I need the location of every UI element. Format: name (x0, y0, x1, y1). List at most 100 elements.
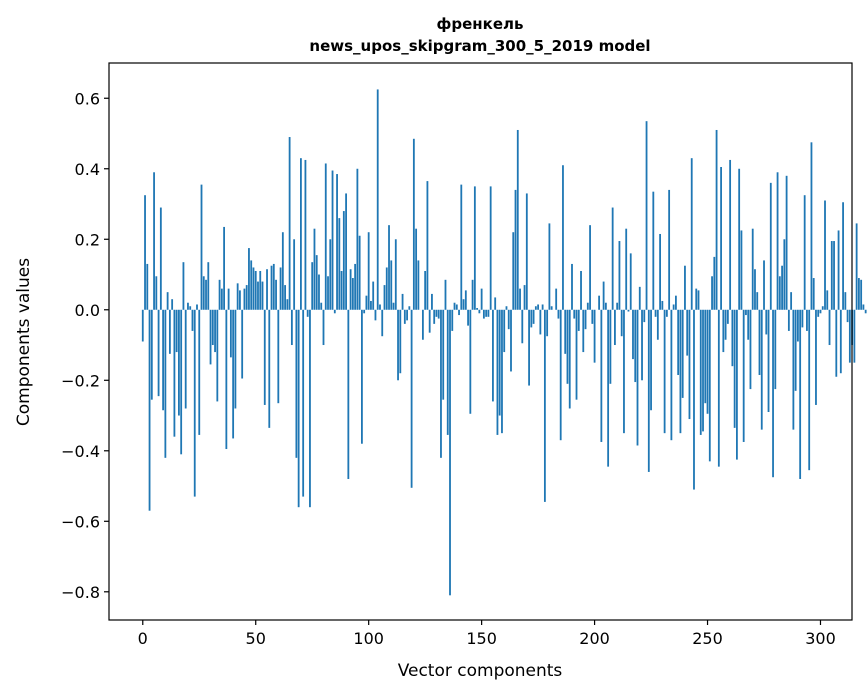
bar-160 (503, 309, 506, 353)
bar-10 (164, 309, 167, 458)
bar-247 (699, 309, 702, 435)
bar-101 (370, 300, 372, 310)
bar-132 (440, 309, 442, 458)
x-tick-label: 150 (466, 629, 497, 648)
bar-154 (489, 186, 492, 310)
bar-39 (229, 309, 232, 358)
bar-288 (792, 309, 795, 430)
bar-2 (146, 263, 149, 310)
bar-131 (437, 309, 440, 319)
bar-28 (205, 279, 207, 310)
bar-86 (336, 174, 338, 310)
bar-204 (602, 281, 605, 310)
bar-47 (248, 248, 250, 310)
bar-63 (284, 285, 286, 310)
x-axis-ticks: 0 50 100 150 200 250 300 (138, 620, 836, 648)
bar-12 (168, 309, 171, 354)
bar-16 (178, 309, 180, 416)
bar-115 (401, 293, 404, 310)
y-tick-label: −0.8 (61, 583, 100, 602)
bar-6 (155, 276, 158, 310)
bar-239 (681, 309, 684, 398)
x-tick-label: 250 (692, 629, 723, 648)
bar-212 (620, 309, 623, 337)
bar-107 (383, 285, 386, 310)
bar-300 (819, 309, 822, 314)
bar-277 (767, 309, 770, 412)
bar-99 (365, 295, 368, 310)
bar-304 (828, 309, 831, 346)
bar-76 (313, 228, 316, 310)
bar-273 (758, 309, 761, 375)
bar-13 (171, 299, 174, 310)
bar-210 (616, 302, 619, 310)
y-tick-label: 0.6 (75, 89, 100, 108)
bar-289 (794, 309, 797, 391)
bar-1 (144, 195, 146, 310)
bar-185 (559, 309, 562, 441)
bar-17 (180, 309, 183, 455)
chart-subtitle: news_upos_skipgram_300_5_2019 model (309, 37, 650, 55)
bar-297 (812, 278, 815, 310)
bar-53 (261, 281, 264, 310)
bar-255 (717, 309, 720, 467)
bar-259 (726, 309, 729, 324)
bar-249 (704, 309, 707, 404)
bar-180 (548, 223, 551, 310)
bar-253 (713, 256, 716, 310)
bar-275 (763, 260, 765, 310)
bar-82 (327, 276, 329, 310)
bar-183 (555, 288, 558, 310)
bar-155 (492, 309, 494, 402)
bar-67 (293, 239, 296, 310)
bar-178 (543, 309, 546, 502)
bar-302 (824, 200, 826, 310)
bar-291 (799, 309, 802, 479)
bar-14 (173, 309, 176, 437)
bar-92 (349, 269, 352, 310)
bar-138 (453, 302, 456, 310)
bar-194 (580, 270, 582, 310)
bar-32 (214, 309, 216, 353)
bar-224 (647, 309, 650, 472)
x-tick-label: 300 (805, 629, 836, 648)
bar-69 (297, 309, 300, 508)
bar-218 (634, 309, 637, 383)
bar-98 (363, 309, 366, 314)
bar-97 (361, 309, 363, 444)
bar-62 (281, 232, 284, 310)
bar-104 (376, 89, 379, 310)
bar-119 (410, 309, 413, 488)
bar-68 (295, 309, 298, 458)
bar-306 (833, 241, 835, 310)
bar-170 (525, 193, 528, 310)
bar-298 (815, 309, 817, 405)
bar-237 (677, 309, 680, 375)
bar-234 (670, 309, 673, 441)
bar-309 (839, 309, 842, 374)
bar-270 (751, 228, 754, 310)
bar-48 (250, 260, 253, 310)
bar-159 (501, 309, 503, 434)
bar-127 (428, 309, 431, 333)
bar-145 (469, 309, 472, 414)
bar-231 (663, 309, 666, 434)
bar-111 (392, 302, 395, 310)
plot-frame (108, 62, 853, 621)
bar-282 (778, 276, 781, 310)
bar-41 (234, 309, 237, 409)
bar-44 (241, 309, 244, 379)
bar-293 (803, 195, 806, 310)
bar-73 (306, 309, 309, 317)
x-tick-label: 200 (579, 629, 610, 648)
bar-85 (333, 309, 336, 314)
bar-191 (573, 309, 576, 319)
bar-220 (638, 286, 641, 310)
bar-232 (665, 309, 668, 317)
bar-283 (781, 265, 783, 310)
bar-143 (464, 290, 467, 310)
bar-140 (458, 309, 460, 316)
bar-37 (225, 309, 228, 450)
bar-137 (451, 309, 454, 331)
